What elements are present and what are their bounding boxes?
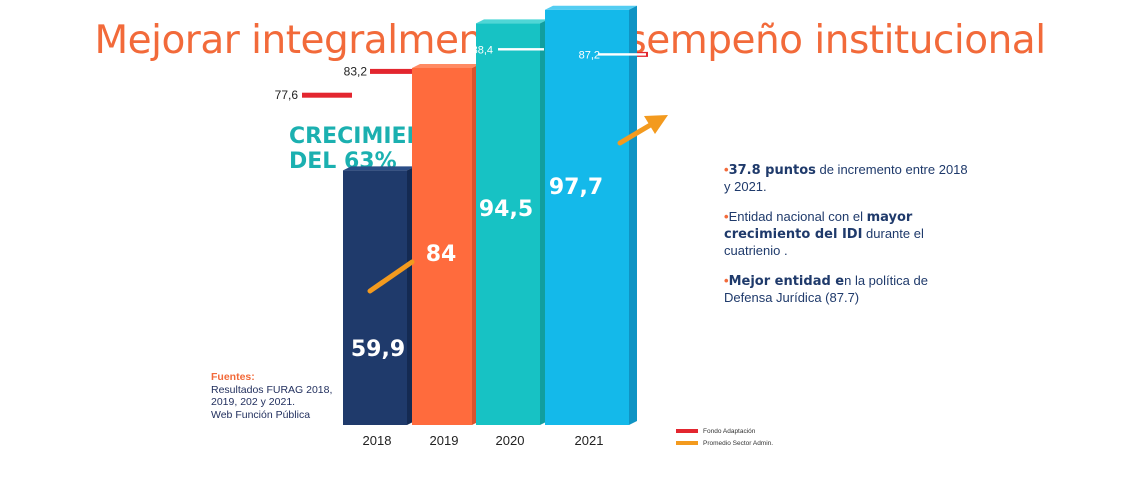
reference-mark — [302, 92, 352, 98]
bar-value-label: 97,7 — [549, 175, 603, 200]
highlight-bold-text: 37.8 puntos — [728, 163, 816, 178]
highlight-text: n la política de Defensa Jurídica (87.7) — [724, 273, 928, 305]
legend-swatch-promedio — [676, 441, 698, 445]
reference-mark — [370, 68, 428, 74]
sources-note: Fuentes: Resultados FURAG 2018, 2019, 20… — [211, 371, 371, 421]
bar — [476, 23, 540, 425]
highlight-text: durante el cuatrienio . — [724, 226, 924, 258]
highlight-item: •37.8 puntos de incremento entre 2018 y … — [724, 162, 974, 195]
trend-arrow-segment — [367, 259, 415, 294]
bullet-dot: • — [724, 273, 729, 288]
trend-arrow-segment — [617, 121, 655, 146]
reference-value-label: 83,2 — [344, 64, 368, 78]
legend-swatch-fondo — [676, 429, 698, 433]
bar — [545, 9, 629, 426]
bar-top — [545, 5, 637, 10]
sources-line-3: Web Función Pública — [211, 408, 311, 421]
legend-label-promedio: Promedio Sector Admin. — [703, 439, 774, 447]
bar-top — [343, 166, 415, 171]
reference-value-label: 87,2 — [579, 49, 600, 61]
sources-title: Fuentes: — [211, 371, 255, 383]
bar-side — [629, 5, 637, 426]
x-tick-label: 2021 — [575, 433, 604, 448]
bar — [343, 170, 407, 425]
bar — [412, 68, 472, 425]
x-tick-label: 2019 — [430, 433, 459, 448]
bar-top — [476, 19, 548, 24]
bar-top — [412, 64, 480, 68]
sources-line-1: Resultados FURAG 2018, — [211, 383, 333, 396]
reference-value-label: 88,4 — [472, 44, 493, 56]
legend-label-fondo: Fondo Adaptación — [703, 427, 756, 435]
highlight-text: Entidad nacional con el — [728, 209, 867, 224]
bullet-dot: • — [724, 209, 729, 224]
bar-value-label: 84 — [426, 242, 457, 267]
highlight-text: de incremento entre 2018 y 2021. — [724, 162, 968, 194]
reference-mark-inner — [598, 53, 646, 56]
highlight-item: •Mejor entidad en la política de Defensa… — [724, 273, 974, 306]
bar-value-label: 59,9 — [351, 337, 405, 362]
highlight-bold-text: Mejor entidad e — [728, 274, 845, 289]
reference-value-label: 77,6 — [275, 88, 299, 102]
bullet-dot: • — [724, 162, 729, 177]
trend-arrow-head — [644, 115, 668, 134]
highlights-list: •37.8 puntos de incremento entre 2018 y … — [724, 162, 974, 320]
x-tick-label: 2018 — [363, 433, 392, 448]
legend: Fondo Adaptación Promedio Sector Admin. — [676, 425, 836, 449]
highlight-bold-text: mayor crecimiento del IDI — [724, 210, 913, 242]
sources-line-2: 2019, 202 y 2021. — [211, 396, 296, 408]
legend-item-promedio: Promedio Sector Admin. — [676, 437, 836, 449]
highlight-item: •Entidad nacional con el mayor crecimien… — [724, 209, 974, 259]
reference-mark-inner — [498, 48, 544, 51]
legend-item-fondo: Fondo Adaptación — [676, 425, 836, 437]
x-tick-label: 2020 — [496, 433, 525, 448]
bar-value-label: 94,5 — [479, 197, 533, 222]
